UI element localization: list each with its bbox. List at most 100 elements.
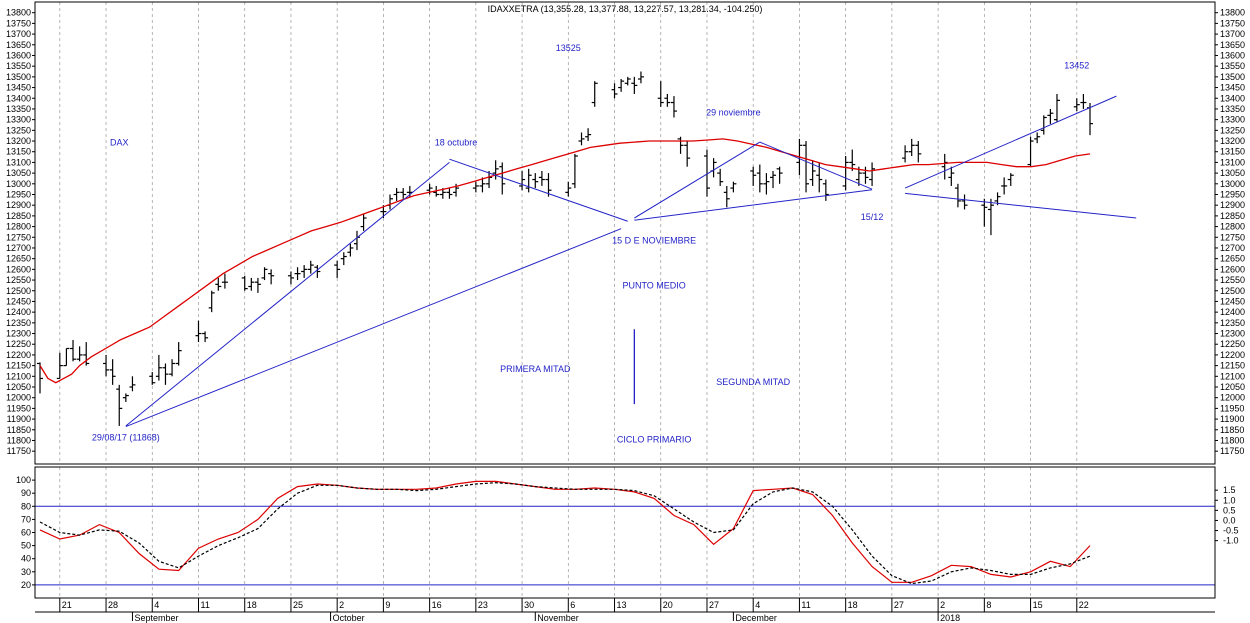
- ohlc-bar: [915, 141, 922, 163]
- ohlc-bar: [948, 166, 955, 186]
- ohlc-bar: [472, 181, 479, 193]
- x-tick-label: 9: [385, 600, 390, 610]
- osc-tick-label-right: -0.5: [1223, 526, 1239, 536]
- osc-tick-label-right: 0.0: [1223, 515, 1236, 525]
- y-tick-label-right: 13650: [1220, 40, 1245, 50]
- ohlc-bar: [1034, 132, 1041, 144]
- y-tick-label-right: 13100: [1220, 157, 1245, 167]
- ohlc-bar: [849, 149, 856, 171]
- y-tick-label-right: 12150: [1220, 361, 1245, 371]
- y-tick-label-left: 12750: [6, 232, 31, 242]
- annotation: 13525: [556, 43, 581, 53]
- y-tick-label-left: 12250: [6, 339, 31, 349]
- y-tick-label-right: 12750: [1220, 232, 1245, 242]
- trendline: [125, 228, 622, 428]
- price-panel: DAX 18 octubre 13525 29 noviembre 13452 15 D …: [37, 43, 1137, 445]
- y-tick-label-left: 12000: [6, 393, 31, 403]
- x-tick-label: 30: [524, 600, 534, 610]
- y-tick-label-right: 11950: [1220, 403, 1244, 413]
- ohlc-bar: [221, 273, 228, 289]
- y-tick-label-left: 12200: [6, 350, 31, 360]
- ohlc-bar: [169, 359, 176, 377]
- ohlc-bar: [756, 164, 763, 193]
- y-tick-label-right: 12000: [1220, 393, 1245, 403]
- oscillator-panel: [35, 480, 1215, 586]
- month-label: 2018: [940, 613, 960, 623]
- ohlc-bar: [109, 359, 116, 385]
- ohlc-bar: [519, 170, 526, 191]
- x-tick-label: 11: [200, 600, 209, 610]
- osc-tick-label-left: 30: [21, 567, 31, 577]
- y-tick-label-left: 12850: [6, 211, 31, 221]
- y-tick-label-left: 13000: [6, 179, 31, 189]
- ohlc-bar: [162, 363, 169, 385]
- ohlc-bar: [1027, 136, 1034, 167]
- ohlc-bar: [287, 271, 294, 285]
- y-tick-label-left: 13350: [6, 104, 31, 114]
- y-tick-label-right: 12400: [1220, 307, 1245, 317]
- y-tick-label-left: 12350: [6, 318, 31, 328]
- ohlc-bar: [116, 384, 123, 426]
- ohlc-bar: [987, 198, 994, 236]
- osc-tick-label-left: 90: [21, 488, 31, 498]
- y-tick-label-right: 12950: [1220, 190, 1245, 200]
- y-tick-label-left: 11850: [7, 425, 31, 435]
- ohlc-bar: [1040, 115, 1047, 135]
- x-tick-label: 2: [339, 600, 344, 610]
- y-tick-label-left: 13550: [6, 61, 31, 71]
- y-tick-label-left: 13600: [6, 50, 31, 60]
- ohlc-bar: [770, 170, 777, 189]
- x-tick-label: 23: [478, 600, 488, 610]
- x-tick-label: 16: [432, 600, 442, 610]
- y-tick-label-right: 11750: [1220, 446, 1244, 456]
- y-tick-label-left: 11950: [7, 403, 31, 413]
- y-tick-label-left: 12600: [6, 264, 31, 274]
- ohlc-bar: [618, 79, 625, 92]
- ohlc-bar: [202, 331, 209, 343]
- trendline: [125, 162, 450, 427]
- ohlc-bar: [340, 252, 347, 266]
- annotation: CICLO PRIMARIO: [617, 435, 692, 445]
- ohlc-bar: [869, 162, 876, 186]
- annotation: 29 noviembre: [706, 107, 761, 117]
- y-tick-label-left: 12500: [6, 286, 31, 296]
- osc-tick-label-left: 50: [21, 541, 31, 551]
- osc-tick-label-right: -1.0: [1223, 536, 1239, 546]
- y-tick-label-right: 13250: [1220, 125, 1245, 135]
- y-tick-label-right: 12650: [1220, 254, 1245, 264]
- ohlc-bar: [776, 166, 783, 184]
- y-tick-label-left: 12400: [6, 307, 31, 317]
- y-tick-label-right: 13600: [1220, 50, 1245, 60]
- y-tick-label-left: 13800: [6, 8, 31, 18]
- y-tick-label-left: 12150: [6, 361, 31, 371]
- ohlc-bar: [803, 141, 810, 193]
- oscillator-main-line: [39, 480, 1091, 583]
- y-tick-label-right: 11900: [1220, 414, 1244, 424]
- ohlc-bar: [307, 260, 314, 274]
- y-tick-label-left: 13700: [6, 29, 31, 39]
- ohlc-bar: [241, 275, 248, 291]
- moving-average-line: [39, 138, 1091, 384]
- x-tick-label: 4: [755, 600, 760, 610]
- y-tick-label-right: 12300: [1220, 329, 1245, 339]
- ohlc-bar: [532, 173, 539, 189]
- y-tick-label-right: 12500: [1220, 286, 1245, 296]
- x-tick-label: 22: [1079, 600, 1089, 610]
- ohlc-bar: [37, 362, 43, 394]
- osc-tick-label-right: 1.5: [1223, 485, 1236, 495]
- y-tick-label-right: 12050: [1220, 382, 1245, 392]
- ohlc-bar: [1007, 173, 1014, 186]
- x-tick-label: 13: [617, 600, 627, 610]
- ohlc-bar: [479, 177, 486, 193]
- annotation: 15 D E NOVIEMBRE: [612, 236, 696, 246]
- x-tick-label: 20: [663, 600, 673, 610]
- y-tick-label-left: 13400: [6, 93, 31, 103]
- ohlc-bar: [631, 76, 638, 94]
- y-tick-label-left: 12300: [6, 329, 31, 339]
- osc-tick-label-left: 60: [21, 528, 31, 538]
- x-tick-label: 6: [570, 600, 575, 610]
- ohlc-bar: [248, 277, 255, 291]
- y-tick-label-right: 12850: [1220, 211, 1245, 221]
